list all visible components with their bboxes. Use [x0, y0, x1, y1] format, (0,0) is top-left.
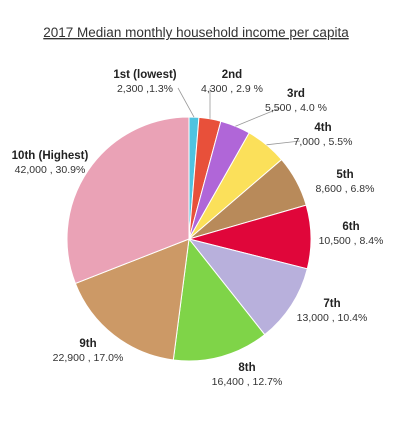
- slice-label-name: 1st (lowest): [113, 69, 176, 81]
- slice-label-value: 13,000 , 10.4%: [297, 312, 368, 324]
- pie-slice: [187, 238, 308, 336]
- slice-label-value: 42,000 , 30.9%: [15, 164, 86, 176]
- slice-label-name: 6th: [342, 221, 359, 233]
- slice-label-value: 16,400 , 12.7%: [212, 376, 283, 388]
- slice-label-name: 4th: [314, 122, 331, 134]
- slice-label-name: 9th: [79, 338, 96, 350]
- slice-label-name: 2nd: [222, 69, 242, 81]
- slice-label-name: 7th: [323, 298, 340, 310]
- slice-label-value: 8,600 , 6.8%: [316, 183, 375, 195]
- slice-label-value: 5,500 , 4.0 %: [265, 102, 327, 114]
- leader-line: [266, 140, 301, 146]
- leader-lines: [177, 87, 301, 146]
- slice-label-name: 5th: [336, 169, 353, 181]
- slice-label-value: 7,000 , 5.5%: [294, 136, 353, 148]
- pie-slices: [66, 116, 312, 362]
- leader-line: [235, 107, 281, 127]
- leader-line: [177, 87, 195, 118]
- slice-label-value: 4,300 , 2.9 %: [201, 83, 263, 95]
- slice-labels: 1st (lowest) 2,300 ,1.3% 2nd 4,300 , 2.9 % 3…: [12, 69, 384, 388]
- slice-label-value: 2,300 ,1.3%: [117, 83, 173, 95]
- slice-label-value: 22,900 , 17.0%: [53, 352, 124, 364]
- slice-label-name: 10th (Highest): [12, 150, 89, 162]
- chart-title: 2017 Median monthly household income per…: [43, 25, 349, 40]
- slice-label-value: 10,500 , 8.4%: [319, 235, 384, 247]
- slice-label-name: 8th: [238, 362, 255, 374]
- pie-slice: [66, 116, 190, 285]
- pie-slice: [74, 238, 190, 361]
- slice-label-name: 3rd: [287, 88, 305, 100]
- pie-slice: [172, 237, 266, 362]
